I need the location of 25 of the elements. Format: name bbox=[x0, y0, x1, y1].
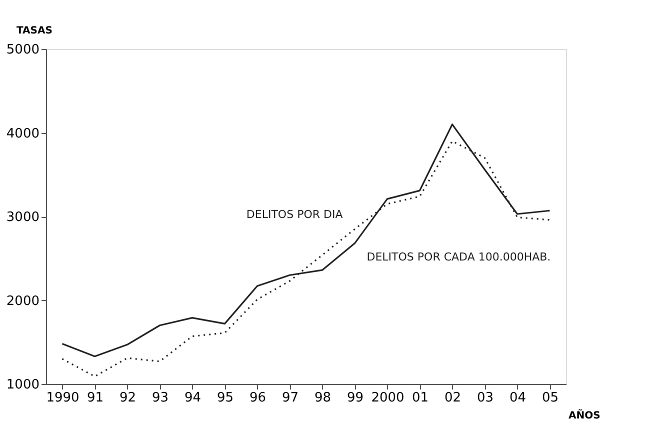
series-label: DELITOS POR DIA bbox=[246, 208, 344, 222]
y-tick-label: 1000 bbox=[6, 378, 40, 392]
x-tick-label: 2000 bbox=[371, 390, 404, 406]
y-tick-label: 3000 bbox=[6, 210, 40, 225]
x-tick-label: 93 bbox=[152, 390, 169, 406]
x-tick-label: 95 bbox=[216, 390, 234, 406]
y-tick-label: 4000 bbox=[6, 126, 40, 142]
x-tick-label: 94 bbox=[184, 390, 202, 406]
x-tick-label: 05 bbox=[542, 390, 559, 406]
x-tick-label: 01 bbox=[412, 390, 429, 406]
y-axis-title: TASAS bbox=[16, 26, 52, 36]
x-tick-label: 97 bbox=[282, 390, 299, 406]
x-tick-label: 96 bbox=[249, 390, 266, 406]
y-tick-label: 2000 bbox=[6, 294, 40, 309]
x-tick-label: 99 bbox=[346, 390, 364, 406]
x-tick-label: 91 bbox=[86, 390, 104, 406]
x-tick-label: 04 bbox=[509, 390, 526, 406]
x-tick-label: 03 bbox=[476, 390, 494, 406]
x-tick-label: 98 bbox=[314, 390, 332, 406]
x-axis-title: AÑOS bbox=[568, 408, 600, 422]
x-tick-label: 1990 bbox=[46, 390, 80, 406]
x-tick-label: 02 bbox=[444, 390, 462, 406]
y-tick-label: 5000 bbox=[6, 42, 40, 58]
x-tick-label: 92 bbox=[119, 390, 136, 406]
series-label: DELITOS POR CADA 100.000HAB. bbox=[366, 250, 551, 264]
